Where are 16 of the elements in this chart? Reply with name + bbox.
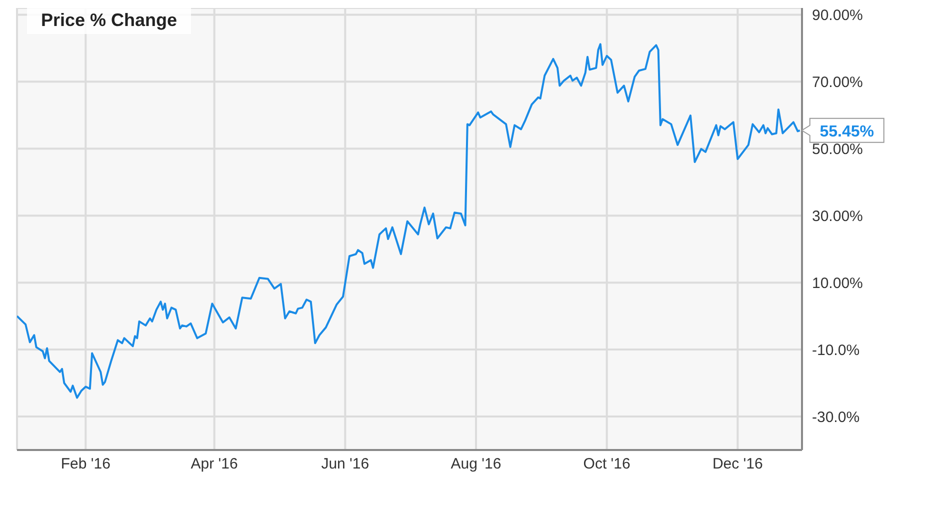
y-tick-label: 90.00% [812, 7, 863, 24]
x-tick-label: Aug '16 [450, 456, 502, 473]
x-tick-label: Dec '16 [712, 456, 763, 473]
chart-title: Price % Change [27, 8, 192, 34]
annotation: 55.45% [820, 123, 874, 140]
y-tick-label: -30.0% [812, 408, 860, 426]
x-tick-label: Oct '16 [583, 456, 630, 473]
x-tick-label: Feb '16 [60, 456, 110, 473]
x-tick-label: Apr '16 [190, 456, 238, 473]
y-tick-label: -10.0% [812, 342, 860, 359]
y-tick-label: 30.00% [812, 208, 863, 225]
y-tick-label: 50.00% [812, 140, 863, 158]
x-tick-label: Jun '16 [321, 456, 370, 473]
line-series [17, 43, 801, 399]
y-tick-label: 70.00% [812, 74, 863, 91]
y-tick-label: 10.00% [812, 274, 863, 292]
